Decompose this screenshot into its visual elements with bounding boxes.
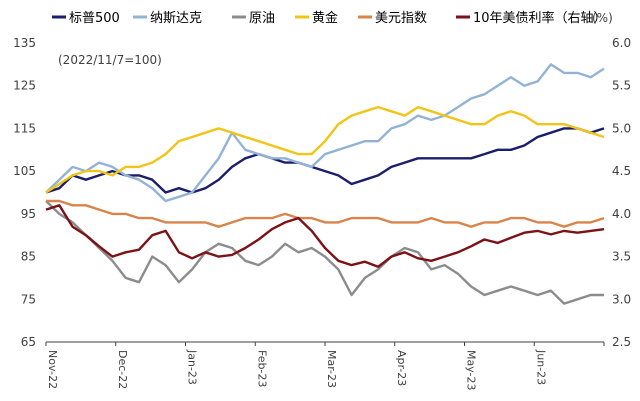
right-tick-label: 4.0 (612, 207, 631, 221)
series-line (45, 127, 605, 194)
legend-label: 美元指数 (375, 11, 427, 26)
legend-label: 10年美债利率（右轴） (473, 10, 607, 26)
series-line (45, 105, 605, 194)
left-tick-label: 125 (13, 79, 36, 93)
x-tick-label: Mar-23 (325, 350, 338, 388)
series-lines (45, 63, 605, 305)
x-tick-label: Dec-22 (116, 350, 129, 389)
left-tick-label: 85 (21, 250, 36, 264)
left-tick-label: 65 (21, 335, 36, 349)
left-tick-label: 115 (13, 121, 36, 135)
x-tick-label: Nov-22 (46, 350, 59, 389)
series-line (45, 63, 605, 203)
legend-label: 黄金 (312, 10, 338, 26)
left-axis: 65 75 85 95 105 115 125 135 (13, 36, 36, 349)
right-axis-unit: (%) (592, 11, 613, 25)
legend-label: 纳斯达克 (150, 11, 202, 26)
right-tick-label: 4.5 (612, 164, 631, 178)
right-tick-label: 2.5 (612, 335, 631, 349)
right-tick-label: 5.0 (612, 121, 631, 135)
right-tick-label: 6.0 (612, 36, 631, 50)
x-tick-label: Apr-23 (395, 350, 408, 386)
x-tick-label: May-23 (465, 350, 478, 391)
legend-label: 原油 (249, 11, 275, 26)
x-tick-label: Jan-23 (186, 349, 199, 385)
x-axis: Nov-22 Dec-22 Jan-23 Feb-23 Mar-23 Apr-23 May-… (45, 342, 605, 391)
series-line (45, 200, 604, 305)
base-date-note: (2022/11/7=100) (58, 53, 162, 67)
series-line (46, 199, 605, 228)
legend-label: 标普500 (69, 11, 120, 26)
legend: 标普500 纳斯达克 原油 黄金 美元指数 10年美债利率（右轴） (52, 10, 607, 26)
left-tick-label: 105 (13, 164, 36, 178)
x-tick-label: Jun-23 (534, 349, 547, 385)
right-axis: 2.5 3.0 3.5 4.0 4.5 5.0 5.5 6.0 (612, 36, 631, 349)
series-line (45, 204, 605, 268)
right-tick-label: 5.5 (612, 79, 631, 93)
left-tick-label: 135 (13, 36, 36, 50)
left-tick-label: 75 (21, 292, 36, 306)
x-tick-label: Feb-23 (255, 350, 268, 387)
left-tick-label: 95 (21, 207, 36, 221)
right-tick-label: 3.5 (612, 250, 631, 264)
right-tick-label: 3.0 (612, 292, 631, 306)
